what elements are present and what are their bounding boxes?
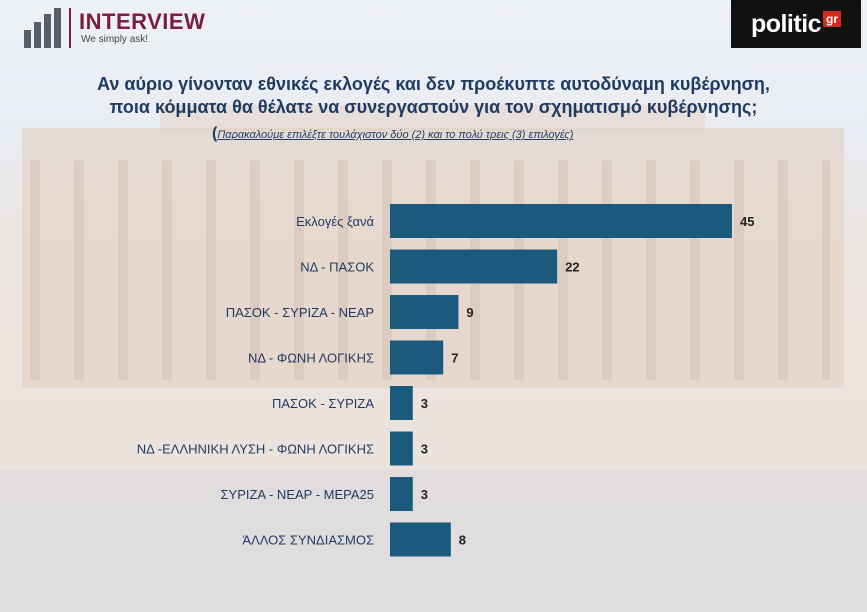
bar-4 <box>390 386 413 420</box>
bar-0 <box>390 204 732 238</box>
bar-5 <box>390 431 413 466</box>
category-label-6: ΣΥΡΙΖΑ - ΝΕΑΡ - ΜΕΡΑ25 <box>221 487 375 502</box>
value-label-2: 9 <box>466 305 473 320</box>
category-label-1: ΝΔ - ΠΑΣΟΚ <box>300 260 374 275</box>
logo-separator <box>69 8 71 48</box>
value-label-3: 7 <box>451 351 458 366</box>
value-label-6: 3 <box>421 487 428 502</box>
bar-3 <box>390 340 444 375</box>
bar-7 <box>390 522 451 557</box>
value-label-5: 3 <box>421 442 428 457</box>
value-label-4: 3 <box>421 396 428 411</box>
politic-logo: politic gr <box>731 0 861 48</box>
value-label-1: 22 <box>565 260 579 275</box>
instruction-body: Παρακαλούμε επιλέξτε τουλάχιστον δύο (2)… <box>217 129 574 141</box>
value-label-7: 8 <box>459 533 466 548</box>
category-label-2: ΠΑΣΟΚ - ΣΥΡΙΖΑ - ΝΕΑΡ <box>226 305 374 320</box>
question-title: Αν αύριο γίνονταν εθνικές εκλογές και δε… <box>0 73 867 119</box>
bar-6 <box>390 477 413 511</box>
question-line-2: ποια κόμματα θα θέλατε να συνεργαστούν γ… <box>109 97 758 117</box>
interview-logo-tagline: We simply ask! <box>81 34 149 45</box>
interview-logo-icon <box>24 8 61 48</box>
category-label-0: Εκλογές ξανά <box>296 214 374 229</box>
instruction-text: (Παρακαλούμε επιλέξτε τουλάχιστον δύο (2… <box>212 125 573 143</box>
interview-logo-name: INTERVIEW <box>79 9 206 34</box>
category-label-3: ΝΔ - ΦΩΝΗ ΛΟΓΙΚΗΣ <box>248 351 374 366</box>
question-line-1: Αν αύριο γίνονταν εθνικές εκλογές και δε… <box>97 74 770 94</box>
category-label-7: ΆΛΛΟΣ ΣΥΝΔΙΑΣΜΟΣ <box>242 533 374 548</box>
bar-1 <box>390 249 558 284</box>
politic-logo-suffix: gr <box>823 11 842 27</box>
value-label-0: 45 <box>740 214 754 229</box>
instruction-paren: ( <box>212 125 218 142</box>
category-label-5: ΝΔ -ΕΛΛΗΝΙΚΗ ΛΥΣΗ - ΦΩΝΗ ΛΟΓΙΚΗΣ <box>137 442 374 457</box>
interview-logo: INTERVIEW We simply ask! <box>24 6 205 50</box>
building-roof <box>160 105 705 131</box>
bar-2 <box>390 295 459 329</box>
politic-logo-name: politic <box>750 9 822 38</box>
category-label-4: ΠΑΣΟΚ - ΣΥΡΙΖΑ <box>272 396 374 411</box>
